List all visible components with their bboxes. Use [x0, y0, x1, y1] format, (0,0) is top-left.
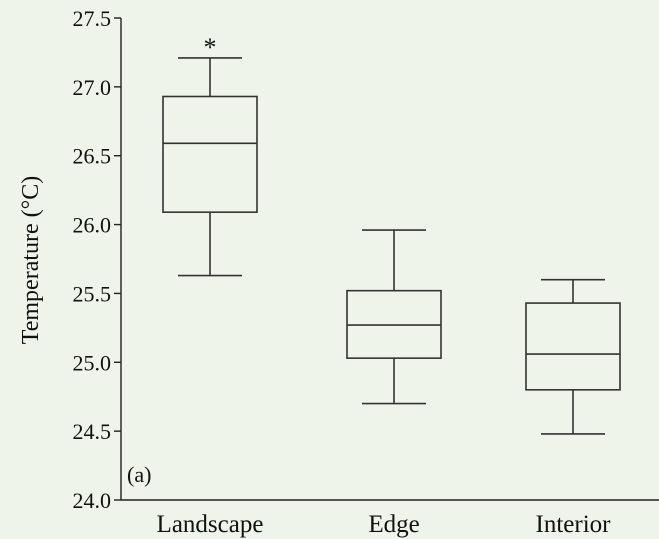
y-tick-label: 25.0: [73, 350, 112, 375]
y-axis-title: Temperature (°C): [18, 176, 44, 345]
panel-label: (a): [127, 462, 151, 487]
iqr-box: [525, 302, 621, 391]
box-edge: [346, 229, 442, 405]
y-tick-label: 24.0: [73, 488, 112, 513]
y-tick-label: 26.5: [73, 144, 112, 169]
x-tick-label: Landscape: [157, 511, 264, 538]
iqr-box: [162, 95, 258, 213]
axes: [120, 18, 659, 501]
y-tick-label: 24.5: [73, 419, 112, 444]
y-tick-label: 26.0: [73, 213, 112, 238]
y-tick-label: 27.0: [73, 75, 112, 100]
x-axis-labels: Landscape Edge Interior: [157, 511, 612, 538]
y-tick-label: 27.5: [73, 6, 112, 31]
box-landscape: *: [162, 33, 258, 277]
x-tick-label: Interior: [536, 511, 612, 538]
outlier-marker: *: [204, 33, 217, 62]
box-interior: [525, 278, 621, 435]
box-series: *: [162, 33, 621, 435]
y-axis-ticks: 24.0 24.5 25.0 25.5 26.0 26.5 27.0 27.5: [73, 6, 121, 513]
x-tick-label: Edge: [368, 511, 419, 538]
y-tick-label: 25.5: [73, 281, 112, 306]
